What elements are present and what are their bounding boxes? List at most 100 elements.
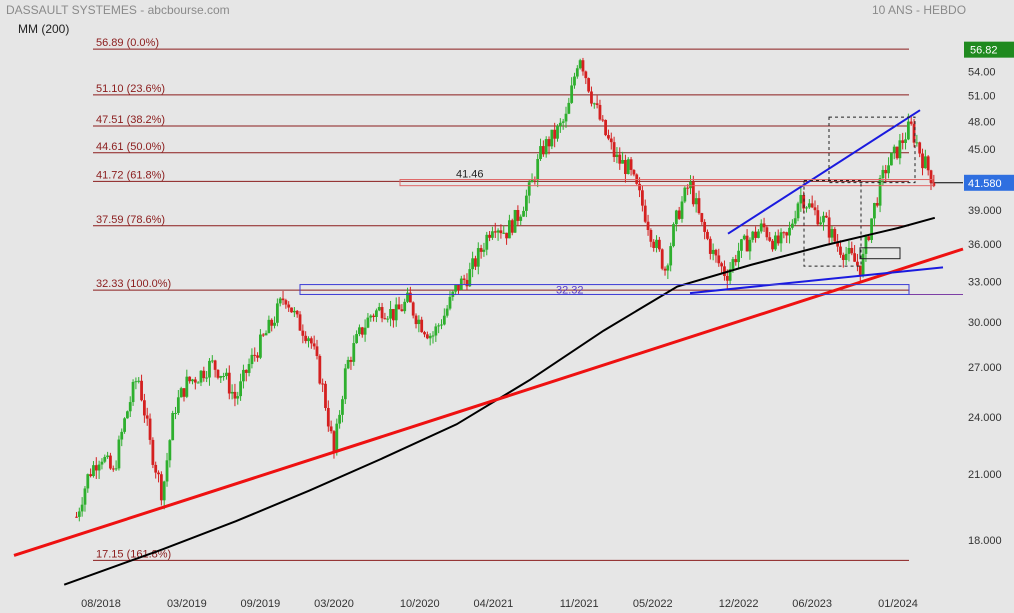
candle-body [208, 360, 211, 378]
candle-body [652, 241, 656, 248]
candle-body [839, 246, 842, 255]
y-tick-label: 39.000 [968, 205, 1002, 217]
x-tick-label: 10/2020 [400, 598, 440, 610]
candle-body [558, 122, 562, 126]
candle-body [621, 159, 624, 164]
candle-body [689, 181, 692, 189]
candle-body [573, 76, 576, 86]
candle-body [836, 241, 840, 247]
candle-body [338, 414, 342, 424]
candle-body [176, 397, 180, 414]
y-tick-label: 48.00 [968, 117, 996, 129]
candle-body [737, 250, 740, 263]
candle-body [448, 296, 452, 309]
candle-body [474, 258, 477, 267]
candle-body [691, 181, 695, 205]
candle-body [694, 198, 698, 205]
candle-body [287, 304, 291, 308]
candle-body [425, 334, 429, 339]
x-tick-label: 12/2022 [719, 598, 759, 610]
support-zone-box [299, 284, 910, 295]
candle-body [114, 468, 118, 470]
candle-body [318, 356, 322, 384]
candle-body [802, 194, 806, 209]
candle-body [179, 388, 183, 398]
candle-body [881, 169, 885, 179]
candle-body [259, 334, 262, 358]
dashed-box-base [803, 180, 862, 267]
fib-level-label: 44.61 (50.0%) [96, 141, 165, 153]
candle-body [819, 222, 823, 225]
fib-level-label: 17.15 (161.8%) [96, 548, 171, 560]
chart-title: DASSAULT SYSTEMES - abcbourse.com [6, 3, 230, 17]
candle-body [341, 399, 344, 415]
candle-body [805, 207, 808, 209]
candle-body [227, 372, 231, 394]
candle-body [75, 516, 78, 518]
candle-body [655, 239, 658, 248]
candle-body [889, 152, 893, 166]
candle-body [304, 335, 308, 342]
candle-body [898, 140, 902, 159]
y-tick-label: 30.000 [968, 317, 1002, 329]
candle-body [346, 359, 350, 369]
candle-body [479, 248, 483, 252]
candle-body [912, 123, 916, 143]
top-price-badge [964, 41, 1014, 58]
candle-body [728, 269, 732, 281]
candle-body [126, 411, 129, 419]
candle-body [324, 383, 327, 408]
candle-body [499, 230, 503, 234]
candle-body [926, 156, 930, 171]
candle-body [553, 129, 557, 139]
candle-body [547, 139, 551, 147]
candle-body [793, 218, 797, 224]
candle-body [771, 240, 774, 250]
candle-body [672, 224, 675, 247]
fib-level-label: 56.89 (0.0%) [96, 37, 159, 49]
candle-body [256, 355, 259, 358]
candle-body [462, 278, 466, 280]
candle-body [236, 396, 240, 399]
candle-body [103, 456, 107, 462]
candle-body [363, 327, 367, 335]
candle-body [442, 315, 446, 325]
annotation-41-46: 41.46 [456, 169, 484, 181]
candle-body [205, 377, 209, 379]
candle-body [244, 369, 248, 373]
candle-body [482, 249, 486, 252]
candle-body [887, 165, 890, 174]
candle-body [140, 380, 143, 401]
candle-body [683, 187, 687, 202]
candle-body [556, 125, 559, 139]
candle-body [468, 269, 472, 287]
candle-body [420, 319, 424, 333]
candle-body [332, 431, 336, 453]
candle-body [878, 178, 882, 206]
candle-body [850, 247, 854, 254]
candle-body [824, 215, 828, 218]
candle-body [471, 258, 475, 270]
candle-body [250, 354, 254, 365]
candle-body [731, 259, 735, 270]
candle-body [408, 292, 412, 303]
candle-body [508, 220, 511, 239]
candle-body [275, 303, 279, 323]
candle-body [858, 265, 862, 276]
candle-body [790, 223, 794, 228]
candle-body [309, 338, 313, 344]
candle-body [372, 315, 375, 317]
candle-body [700, 213, 704, 222]
candle-body [242, 369, 245, 382]
candle-body [117, 439, 121, 469]
candle-body [827, 217, 831, 238]
candle-body [278, 298, 282, 304]
candle-body [923, 156, 927, 169]
fib-level-label: 37.59 (78.6%) [96, 214, 165, 226]
candle-body [773, 235, 777, 250]
candle-body [587, 78, 591, 92]
candle-body [765, 227, 769, 238]
candle-body [754, 231, 757, 238]
candle-body [307, 338, 310, 342]
candle-body [491, 231, 494, 238]
